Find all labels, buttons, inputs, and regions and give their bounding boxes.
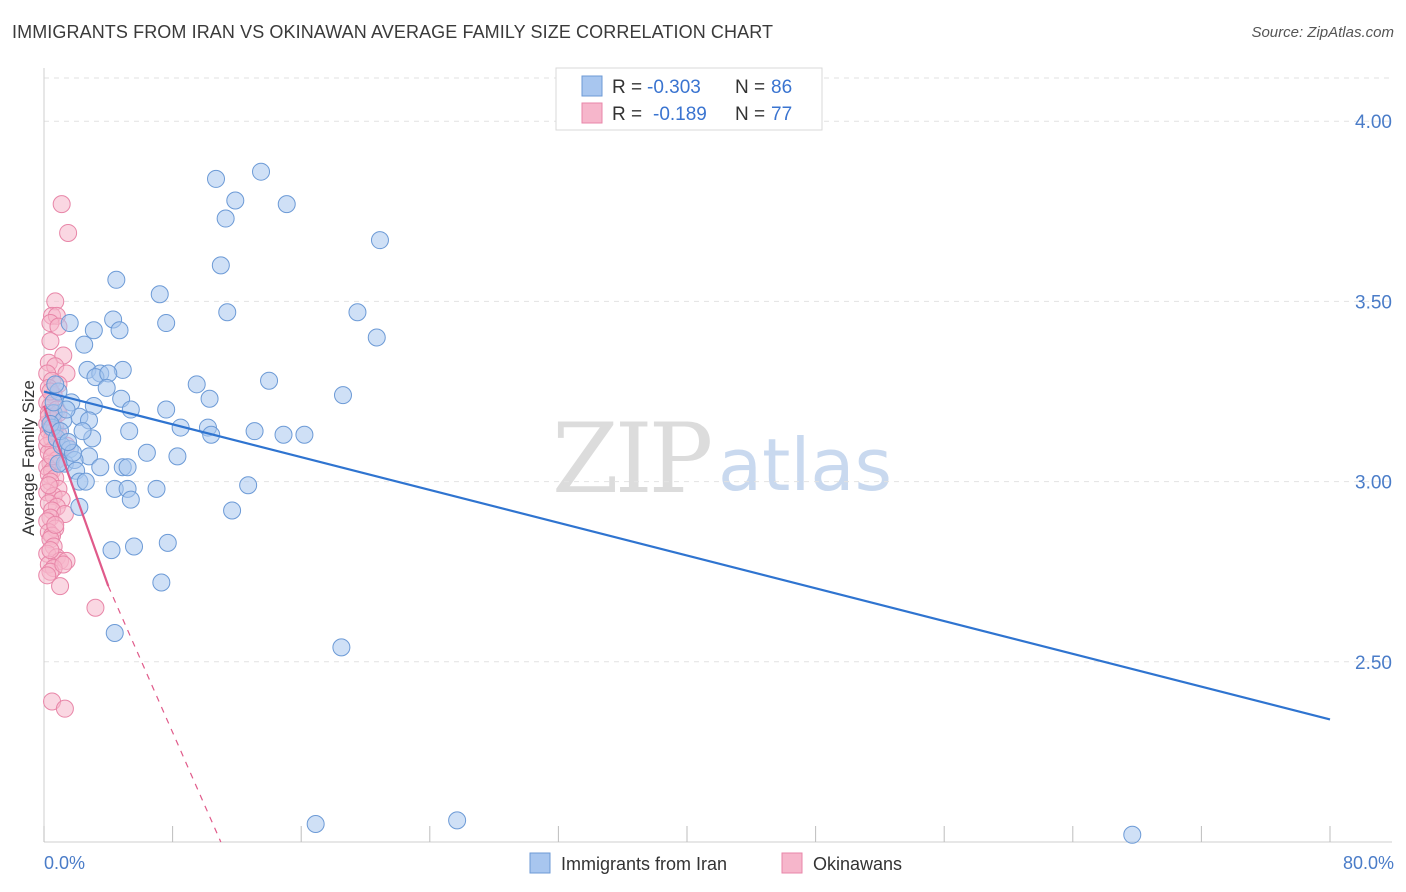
iran-point (73, 422, 92, 441)
legend-swatch-iran (581, 75, 603, 97)
iran-point (76, 472, 95, 491)
iran-point (211, 256, 230, 275)
iran-point (102, 541, 121, 560)
iran-point (448, 811, 467, 830)
trend-lines (42, 390, 1331, 843)
okinawans-point (41, 332, 60, 351)
x-tick-labels: 0.0% 80.0% (44, 853, 1394, 873)
iran-point (306, 814, 325, 833)
iran-trend-line (43, 390, 1331, 721)
legend-n-value: 86 (771, 77, 792, 98)
okinawans-point (52, 195, 71, 214)
iran-point (46, 375, 65, 394)
legend-r-value: -0.303 (647, 77, 701, 98)
legend-n-value: 77 (771, 104, 792, 125)
legend-bottom: Immigrants from Iran Okinawans (529, 852, 902, 874)
iran-point (245, 422, 264, 441)
source-label: Source: ZipAtlas.com (1251, 24, 1394, 41)
iran-point (125, 537, 144, 556)
okinawans-point (39, 476, 58, 495)
iran-point (60, 314, 79, 333)
iran-point (91, 458, 110, 477)
okinawans-point (54, 555, 73, 574)
y-axis-title: Average Family Size (19, 380, 38, 536)
okinawans-trend-line (42, 405, 110, 587)
y-tick-label: 2.50 (1355, 653, 1392, 674)
iran-point (97, 378, 116, 397)
x-tick-label: 0.0% (44, 853, 85, 873)
y-tick-label: 3.00 (1355, 473, 1392, 494)
x-tick-label: 80.0% (1343, 853, 1394, 873)
okinawans-point (51, 577, 70, 596)
iran-point (118, 458, 137, 477)
y-tick-labels: 2.50 3.00 3.50 4.00 (1355, 112, 1392, 674)
okinawans-point (86, 598, 105, 617)
legend-r-label: R = (612, 104, 642, 125)
legend-bottom-label-okinawans: Okinawans (813, 854, 902, 874)
okinawans-point (38, 566, 57, 585)
iran-point (157, 314, 176, 333)
iran-point (107, 270, 126, 289)
iran-point (147, 479, 166, 498)
okinawans-point (55, 699, 74, 718)
iran-point (84, 321, 103, 340)
y-tick-label: 4.00 (1355, 112, 1392, 133)
iran-point (226, 191, 245, 210)
iran-point (223, 501, 242, 520)
iran-point (150, 285, 169, 304)
iran-point (252, 162, 271, 181)
iran-point (110, 321, 129, 340)
iran-point (216, 209, 235, 228)
iran-point (332, 638, 351, 657)
iran-point (333, 386, 352, 405)
chart-title: IMMIGRANTS FROM IRAN VS OKINAWAN AVERAGE… (12, 22, 774, 42)
legend-swatch-okinawans (581, 102, 603, 124)
iran-point (187, 375, 206, 394)
iran-point (239, 476, 258, 495)
legend-bottom-swatch-iran (529, 852, 551, 874)
iran-point (295, 425, 314, 444)
legend-r-label: R = (612, 77, 642, 98)
iran-point (152, 573, 171, 592)
okinawans-point (46, 515, 65, 534)
iran-point (121, 490, 140, 509)
watermark-zip: ZIP (552, 403, 711, 515)
iran-point (200, 389, 219, 408)
okinawans-point (41, 541, 60, 560)
iran-point (59, 432, 78, 451)
iran-point (370, 231, 389, 250)
iran-point (367, 328, 386, 347)
legend-bottom-label-iran: Immigrants from Iran (561, 854, 727, 874)
iran-point (348, 303, 367, 322)
legend-top: R = -0.303 N = 86 R = -0.189 N = 77 (555, 67, 823, 131)
iran-point (137, 443, 156, 462)
watermark-atlas: atlas (718, 423, 892, 507)
iran-points (41, 162, 1142, 844)
iran-point (277, 195, 296, 214)
okinawans-trend-extension (107, 585, 222, 843)
iran-point (75, 335, 94, 354)
grid-lines (44, 77, 1392, 663)
legend-n-label: N = (735, 104, 765, 125)
okinawans-point (59, 223, 78, 242)
iran-point (260, 371, 279, 390)
iran-point (1123, 825, 1142, 844)
iran-point (207, 169, 226, 188)
iran-point (105, 623, 124, 642)
iran-point (218, 303, 237, 322)
legend-n-label: N = (735, 77, 765, 98)
iran-point (158, 533, 177, 552)
legend-bottom-swatch-okinawans (781, 852, 803, 874)
y-tick-label: 3.50 (1355, 292, 1392, 313)
iran-point (168, 447, 187, 466)
iran-point (120, 422, 139, 441)
iran-point (157, 400, 176, 419)
iran-point (274, 425, 293, 444)
legend-r-value: -0.189 (653, 104, 707, 125)
